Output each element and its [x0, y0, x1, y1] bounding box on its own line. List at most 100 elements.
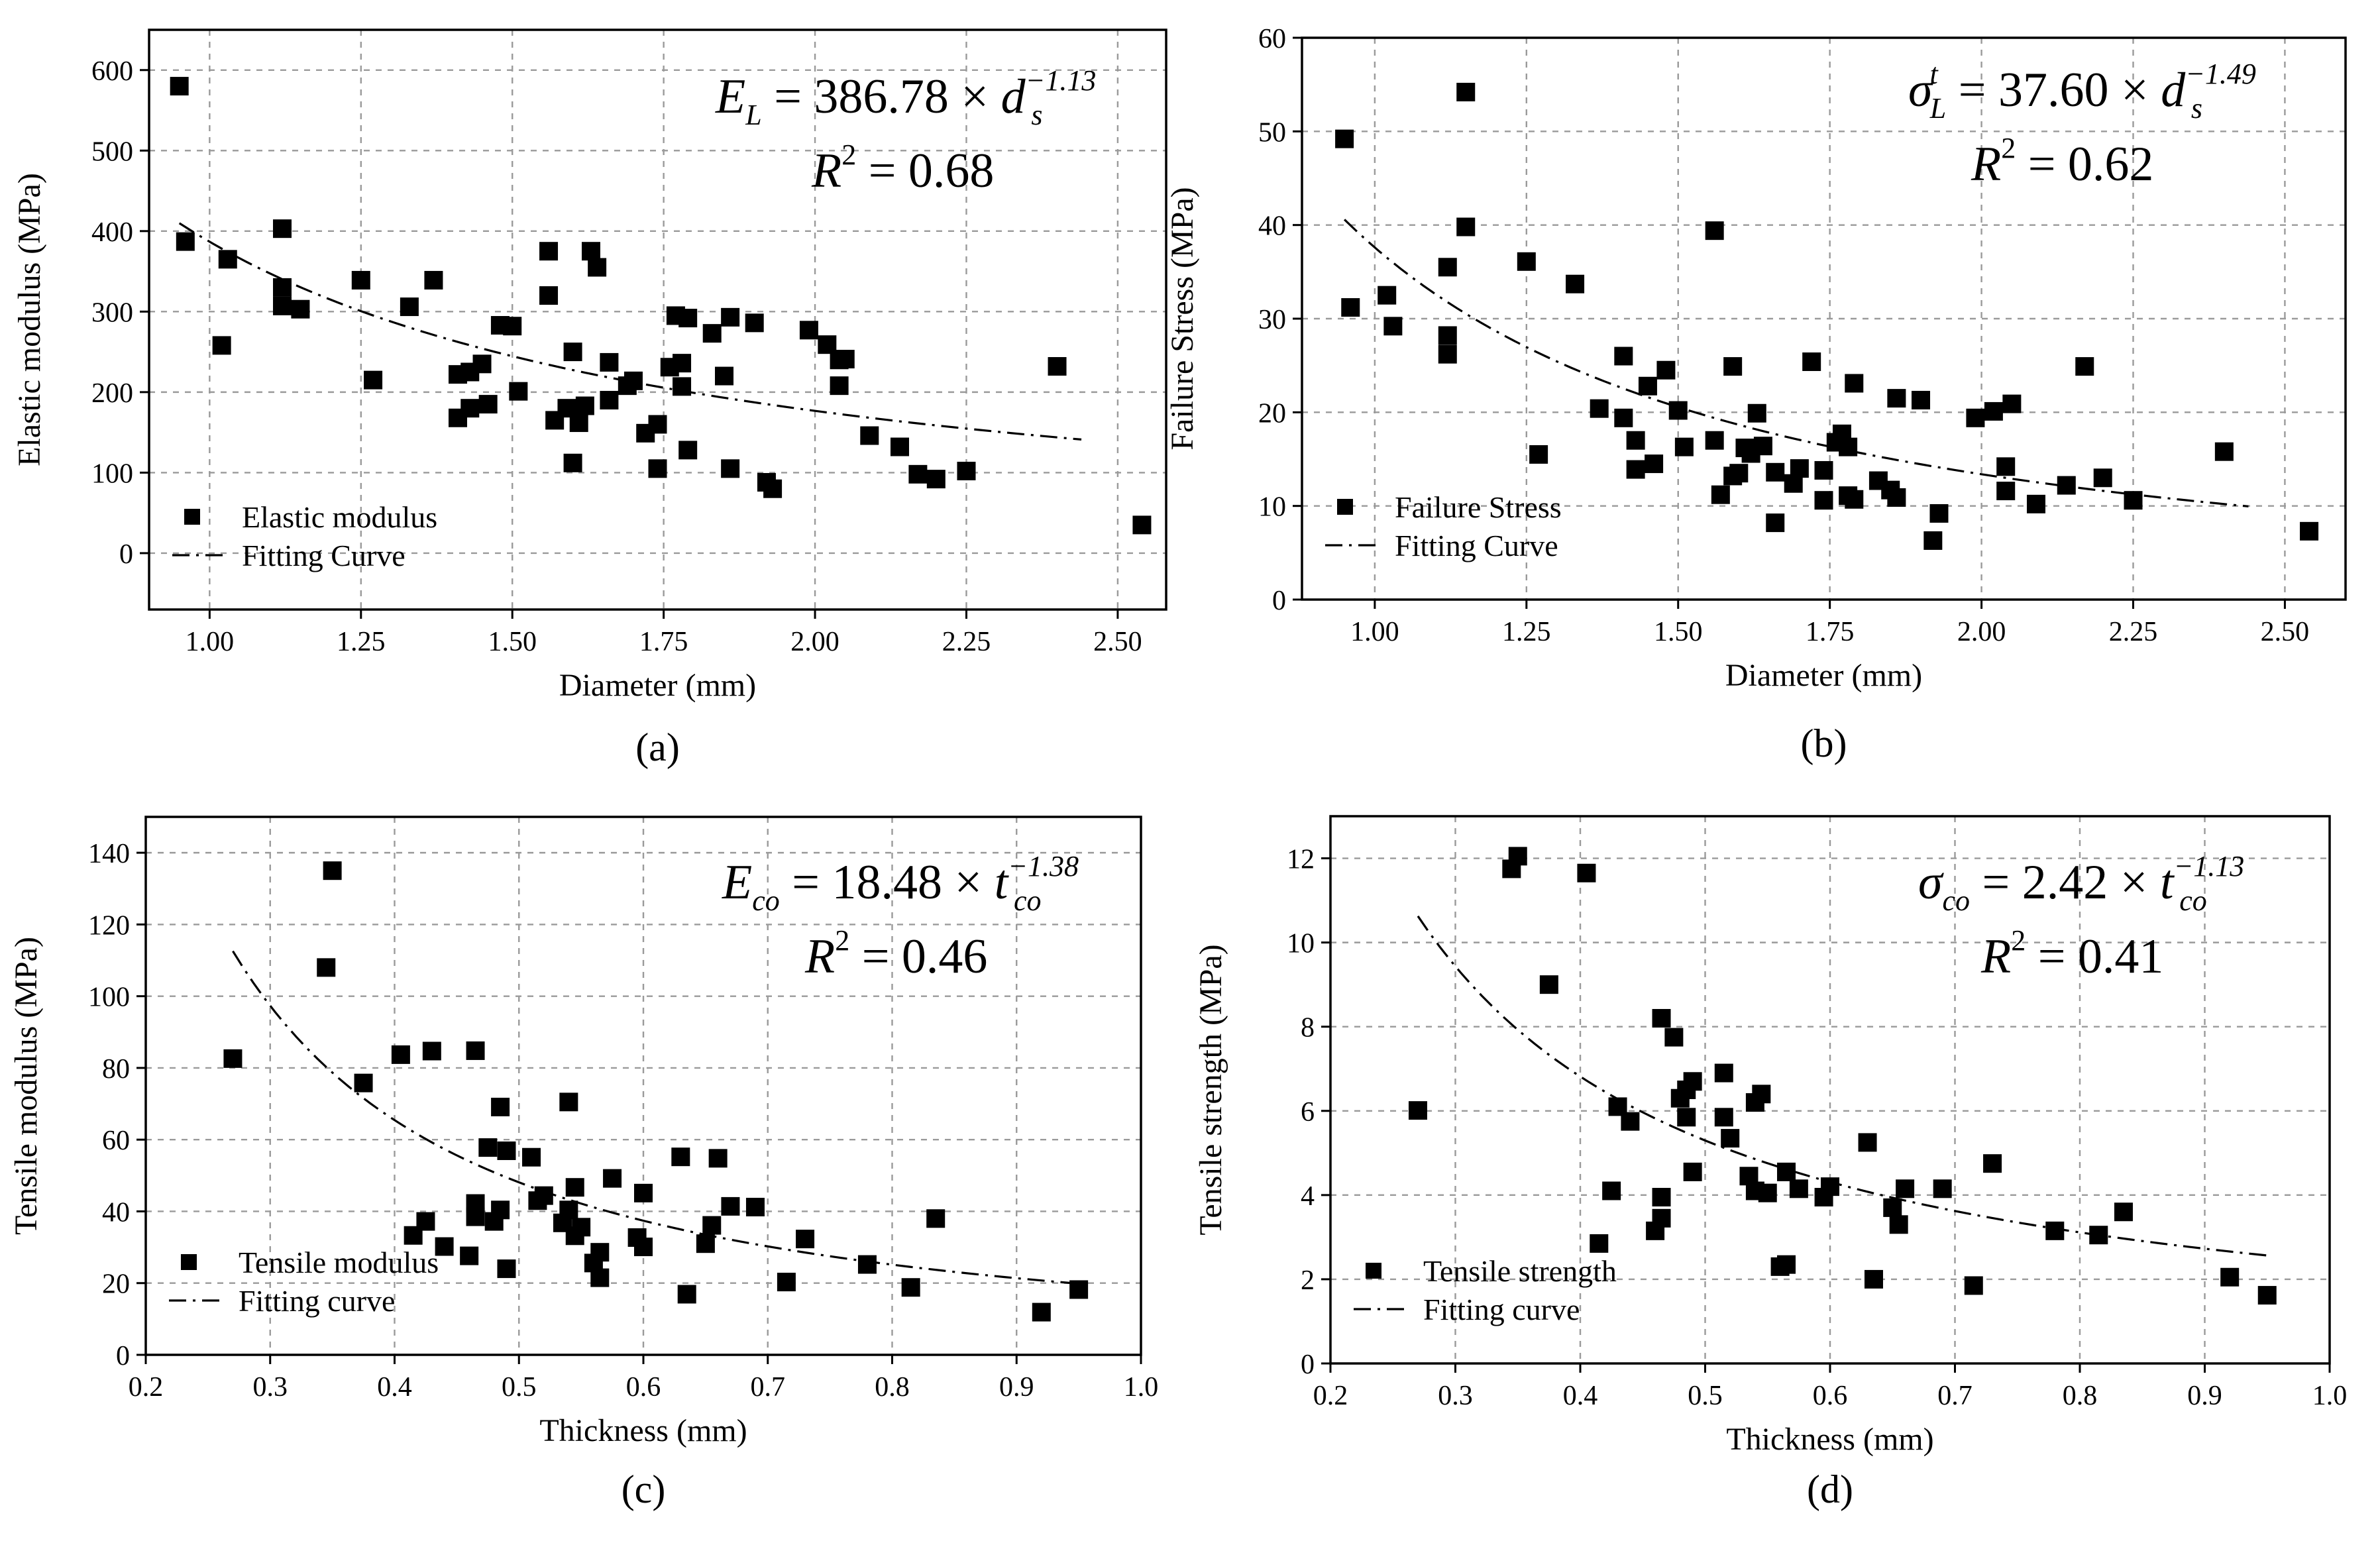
x-tick-label: 1.75	[639, 627, 688, 657]
panel-label: (b)	[1801, 721, 1847, 765]
x-tick-label: 2.25	[942, 627, 991, 657]
data-point	[1729, 464, 1749, 483]
y-tick-label: 60	[102, 1126, 130, 1156]
y-tick-label: 30	[1258, 305, 1286, 335]
data-point	[715, 366, 734, 386]
x-tick-label: 1.75	[1806, 617, 1855, 647]
x-tick-label: 1.50	[488, 627, 537, 657]
data-point	[745, 1197, 765, 1216]
data-point	[1777, 1255, 1796, 1274]
data-point	[1383, 317, 1403, 336]
data-point	[466, 1041, 485, 1060]
data-point	[1996, 457, 2016, 476]
x-tick-label: 0.5	[1688, 1381, 1723, 1411]
data-point	[673, 354, 692, 373]
r-squared: R2 = 0.68	[811, 138, 994, 198]
legend-fit-label: Fitting curve	[1423, 1293, 1580, 1326]
chart-panel-4: 0.2 0.3 0.4 0.5 0.6 0.7 0.8 0.9 1.0 0 2 4 6 8 10 12 Thic…	[1193, 815, 2347, 1511]
data-point	[1539, 975, 1558, 994]
data-point	[2214, 442, 2234, 461]
data-point	[503, 317, 522, 336]
data-point	[1645, 454, 1664, 474]
data-point	[623, 371, 643, 390]
panel-label: (a)	[635, 725, 680, 769]
data-point	[857, 1255, 877, 1274]
data-point	[678, 309, 698, 328]
data-point	[176, 232, 195, 251]
data-point	[317, 958, 336, 977]
data-point	[702, 1216, 722, 1235]
data-point	[2026, 494, 2045, 513]
x-tick-label: 1.0	[1124, 1372, 1159, 1403]
data-point	[648, 459, 667, 478]
data-point	[569, 413, 588, 433]
data-point	[291, 299, 310, 319]
data-point	[422, 1041, 441, 1061]
data-point	[478, 1138, 498, 1157]
data-point	[1889, 1215, 1908, 1234]
data-point	[273, 219, 292, 239]
data-point	[1883, 1198, 1902, 1217]
data-point	[1766, 462, 1785, 482]
data-point	[1845, 374, 1864, 393]
data-point	[1566, 274, 1585, 293]
data-point	[565, 1178, 584, 1197]
data-point	[539, 242, 559, 261]
x-tick-label: 0.9	[999, 1372, 1034, 1403]
y-tick-label: 0	[1272, 586, 1286, 616]
data-point	[590, 1268, 610, 1287]
data-point	[796, 1230, 815, 1249]
data-point	[1438, 326, 1457, 345]
x-tick-label: 0.4	[1563, 1381, 1598, 1411]
panel-label: (d)	[1807, 1467, 1853, 1511]
data-point	[581, 242, 600, 261]
data-point	[2257, 1286, 2277, 1305]
data-point	[563, 343, 582, 362]
data-point	[1677, 1108, 1696, 1127]
data-point	[391, 1045, 410, 1064]
data-point	[2093, 468, 2112, 488]
x-tick-label: 2.25	[2109, 617, 2158, 647]
data-point	[1705, 431, 1724, 450]
data-point	[702, 324, 722, 343]
x-axis-label: Diameter (mm)	[1725, 658, 1922, 693]
y-tick-label: 40	[1258, 211, 1286, 242]
data-point	[2300, 521, 2319, 541]
data-point	[777, 1273, 796, 1292]
y-axis-label: Failure Stress (MPa)	[1165, 187, 1200, 450]
x-tick-label: 2.50	[2261, 617, 2310, 647]
data-point	[696, 1234, 715, 1253]
y-tick-label: 600	[91, 56, 133, 87]
data-point	[1814, 491, 1833, 510]
fit-equation: EL = 386.78 × d−1.13 s	[715, 64, 1096, 131]
data-point	[497, 1259, 516, 1279]
y-tick-label: 140	[88, 839, 130, 869]
y-axis-label: Elastic modulus (MPa)	[12, 173, 47, 466]
data-point	[2114, 1202, 2133, 1222]
data-point	[926, 470, 946, 489]
legend-marker	[181, 1254, 197, 1270]
data-point	[901, 1278, 920, 1297]
chart-panel-3: 0.2 0.3 0.4 0.5 0.6 0.7 0.8 0.9 1.0 0 20 40 60 80 100 1…	[9, 816, 1159, 1511]
y-tick-label: 200	[91, 378, 133, 409]
data-point	[497, 1141, 516, 1160]
data-point	[1705, 221, 1724, 240]
data-point	[1752, 1085, 1771, 1104]
x-tick-label: 0.8	[2063, 1381, 2098, 1411]
y-tick-label: 2	[1301, 1265, 1315, 1296]
legend-fit-label: Fitting Curve	[1395, 529, 1558, 562]
data-point	[1721, 1129, 1740, 1148]
x-tick-label: 1.00	[186, 627, 235, 657]
r-squared: R2 = 0.41	[1980, 924, 2163, 984]
data-point	[1723, 357, 1743, 376]
data-point	[491, 1200, 510, 1220]
fit-equation: σt L = 37.60 × d−1.49 s	[1908, 58, 2256, 125]
data-point	[678, 441, 698, 460]
data-point	[1656, 360, 1676, 380]
data-point	[745, 313, 764, 333]
fitting-curve	[1343, 219, 2249, 507]
y-tick-label: 4	[1301, 1181, 1315, 1212]
y-tick-label: 10	[1258, 492, 1286, 523]
x-tick-label: 0.7	[1937, 1381, 1973, 1411]
data-point	[1408, 1101, 1427, 1120]
